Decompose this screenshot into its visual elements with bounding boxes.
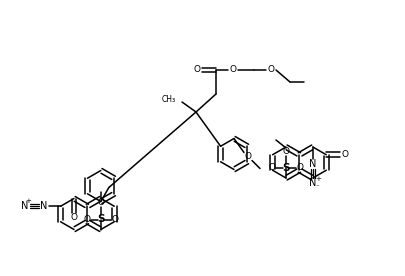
Text: O: O	[229, 65, 236, 75]
Text: CH₃: CH₃	[162, 94, 175, 104]
Text: N: N	[21, 201, 28, 211]
Text: O: O	[244, 152, 251, 161]
Text: N: N	[308, 159, 316, 169]
Text: O: O	[268, 163, 275, 172]
Text: +: +	[314, 176, 320, 182]
Text: O: O	[282, 147, 289, 156]
Text: O: O	[267, 65, 274, 75]
Text: S: S	[97, 214, 104, 224]
Text: O: O	[111, 215, 118, 224]
Text: S: S	[281, 163, 289, 173]
Text: O: O	[83, 215, 90, 224]
Text: O: O	[97, 198, 104, 207]
Text: O: O	[296, 163, 303, 172]
Text: N: N	[308, 178, 316, 188]
Text: +: +	[26, 198, 32, 204]
Text: O: O	[70, 213, 77, 222]
Text: O: O	[341, 150, 348, 159]
Text: ⁻: ⁻	[315, 184, 319, 190]
Text: N: N	[40, 201, 47, 211]
Text: O: O	[193, 65, 200, 75]
